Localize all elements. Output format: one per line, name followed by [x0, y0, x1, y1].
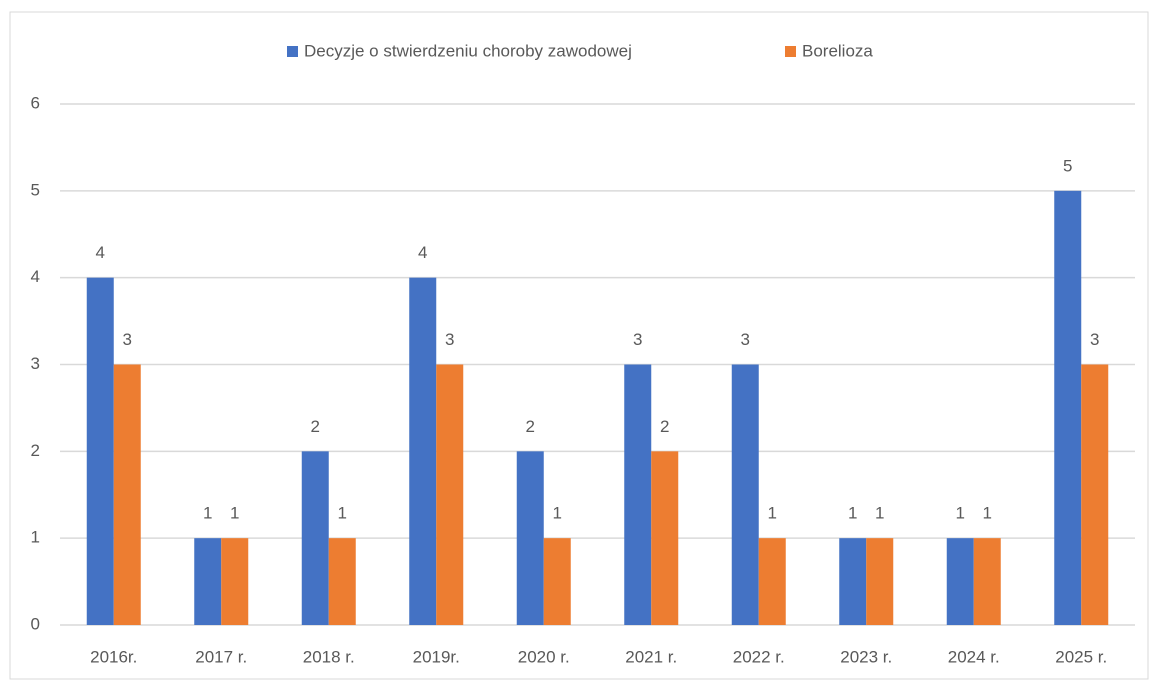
data-label: 3 [1090, 330, 1099, 349]
bar [1054, 190, 1082, 626]
data-label: 3 [123, 330, 132, 349]
legend-label: Borelioza [802, 41, 873, 60]
x-tick-label: 2023 r. [840, 647, 892, 666]
y-tick-label: 1 [31, 528, 40, 547]
data-label: 1 [875, 504, 884, 523]
data-label: 5 [1063, 156, 1072, 175]
y-tick-label: 0 [31, 614, 40, 633]
data-label: 1 [956, 504, 965, 523]
data-label: 1 [848, 504, 857, 523]
data-label: 3 [445, 330, 454, 349]
bar [731, 364, 759, 625]
x-tick-label: 2019r. [413, 647, 460, 666]
data-label: 4 [418, 243, 427, 262]
x-tick-label: 2017 r. [195, 647, 247, 666]
legend-label: Decyzje o stwierdzeniu choroby zawodowej [304, 41, 632, 60]
x-tick-label: 2016r. [90, 647, 137, 666]
bar [409, 277, 437, 625]
data-label: 1 [230, 504, 239, 523]
bar [543, 538, 571, 625]
bar [113, 364, 141, 625]
bar [516, 451, 544, 625]
y-tick-label: 3 [31, 354, 40, 373]
legend-swatch [785, 46, 796, 57]
data-label: 4 [96, 243, 105, 262]
bar [221, 538, 249, 625]
data-label: 2 [526, 417, 535, 436]
y-tick-label: 2 [31, 441, 40, 460]
x-tick-label: 2021 r. [625, 647, 677, 666]
data-label: 1 [768, 504, 777, 523]
data-label: 2 [660, 417, 669, 436]
x-tick-label: 2022 r. [733, 647, 785, 666]
x-tick-label: 2025 r. [1055, 647, 1107, 666]
x-tick-label: 2020 r. [518, 647, 570, 666]
data-label: 1 [983, 504, 992, 523]
bar [758, 538, 786, 625]
data-label: 1 [553, 504, 562, 523]
y-tick-label: 4 [31, 267, 40, 286]
y-tick-label: 6 [31, 93, 40, 112]
bar [946, 538, 974, 625]
bar [1081, 364, 1109, 625]
bar [839, 538, 867, 625]
data-label: 1 [338, 504, 347, 523]
data-label: 3 [741, 330, 750, 349]
x-tick-label: 2018 r. [303, 647, 355, 666]
bar [866, 538, 894, 625]
data-label: 3 [633, 330, 642, 349]
bar [624, 364, 652, 625]
x-tick-label: 2024 r. [948, 647, 1000, 666]
bar [436, 364, 464, 625]
bar [86, 277, 114, 625]
bar [328, 538, 356, 625]
bar [194, 538, 222, 625]
legend-swatch [287, 46, 298, 57]
y-tick-label: 5 [31, 180, 40, 199]
data-label: 1 [203, 504, 212, 523]
data-label: 2 [311, 417, 320, 436]
bar [301, 451, 329, 625]
bar [973, 538, 1001, 625]
bar [651, 451, 679, 625]
